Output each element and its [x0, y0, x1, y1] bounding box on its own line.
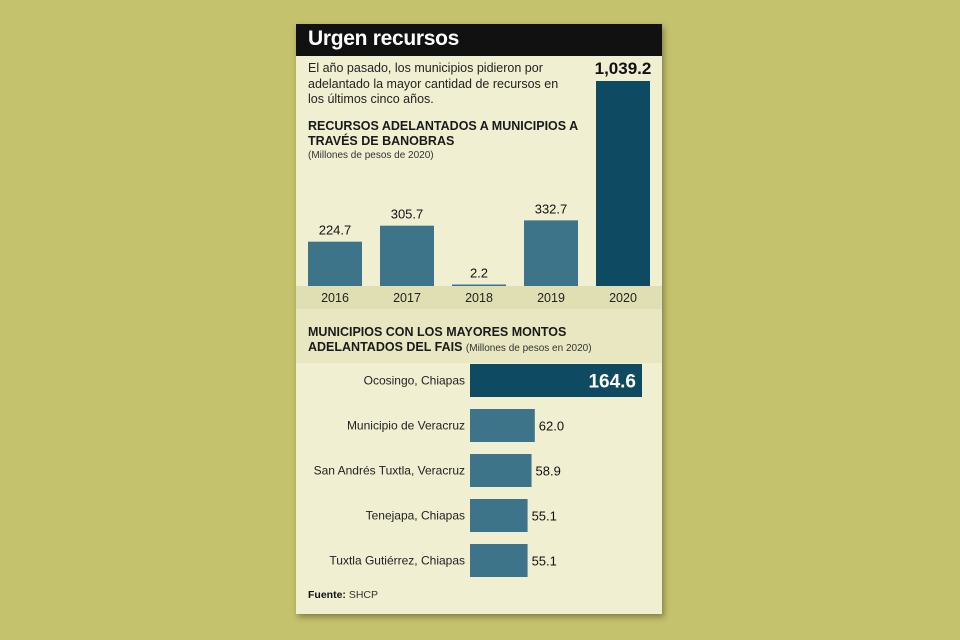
chart2-bar: [470, 454, 532, 487]
chart1-value-label: 224.7: [319, 223, 352, 238]
title-bar: Urgen recursos: [296, 24, 662, 56]
chart2-bar: [470, 364, 642, 397]
chart1-value-label: 305.7: [391, 207, 424, 222]
chart1-value-label: 2.2: [470, 266, 488, 281]
chart2-header-band: [296, 309, 662, 363]
chart1-title: RECURSOS ADELANTADOS A MUNICIPIOS A TRAV…: [308, 119, 578, 148]
chart1-value-label: 1,039.2: [595, 59, 652, 78]
source-text: SHCP: [348, 589, 379, 601]
chart2-value-label: 55.1: [532, 554, 557, 569]
chart2-category-label: Tenejapa, Chiapas: [366, 509, 465, 523]
chart1-bar: [452, 284, 506, 286]
chart2-category-label: Ocosingo, Chiapas: [364, 374, 465, 388]
source-label: Fuente:: [308, 589, 346, 601]
chart1-bar: [524, 220, 578, 286]
chart1-axis-band: [296, 286, 662, 309]
chart1-bar: [308, 241, 362, 286]
chart2-svg: Ocosingo, Chiapas 164.6 Municipio de Verac…: [314, 364, 642, 577]
chart2-value-label: 62.0: [539, 419, 564, 434]
infographic-title: Urgen recursos: [308, 27, 460, 50]
intro-text: El año pasado, los municipios pidieron p…: [308, 61, 559, 106]
chart1-category-label: 2019: [537, 291, 565, 305]
chart1-svg: 224.7 2016 305.7 2017 2.2 2018 332.7 2019 1,039.…: [308, 59, 652, 305]
chart2-bar: [470, 544, 528, 577]
chart1-subtitle: (Millones de pesos de 2020): [308, 150, 434, 161]
chart1-category-label: 2018: [465, 291, 493, 305]
chart1-bar: [380, 225, 434, 286]
infographic-card: Urgen recursos El año pasado, los munici…: [296, 24, 662, 614]
chart2-subtitle: (Millones de pesos en 2020): [465, 343, 592, 354]
chart2-bar: [470, 499, 528, 532]
chart2-value-label: 55.1: [532, 509, 557, 524]
chart1-bar: [596, 81, 650, 286]
chart2-value-label: 58.9: [536, 464, 561, 479]
chart1-value-label: 332.7: [535, 201, 568, 216]
chart2-title-block: MUNICIPIOS CON LOS MAYORES MONTOS ADELAN…: [308, 325, 648, 356]
chart2-bar: [470, 409, 535, 442]
chart1-category-label: 2020: [609, 291, 637, 305]
chart1-category-label: 2016: [321, 291, 349, 305]
source-line: Fuente: SHCP: [308, 589, 378, 601]
chart2-category-label: San Andrés Tuxtla, Veracruz: [314, 464, 465, 478]
chart2-value-label: 164.6: [588, 372, 636, 393]
chart2-category-label: Municipio de Veracruz: [347, 419, 465, 433]
chart2-title: MUNICIPIOS CON LOS MAYORES MONTOS ADELAN…: [308, 325, 567, 354]
chart2-category-label: Tuxtla Gutiérrez, Chiapas: [329, 554, 465, 568]
chart1-category-label: 2017: [393, 291, 421, 305]
